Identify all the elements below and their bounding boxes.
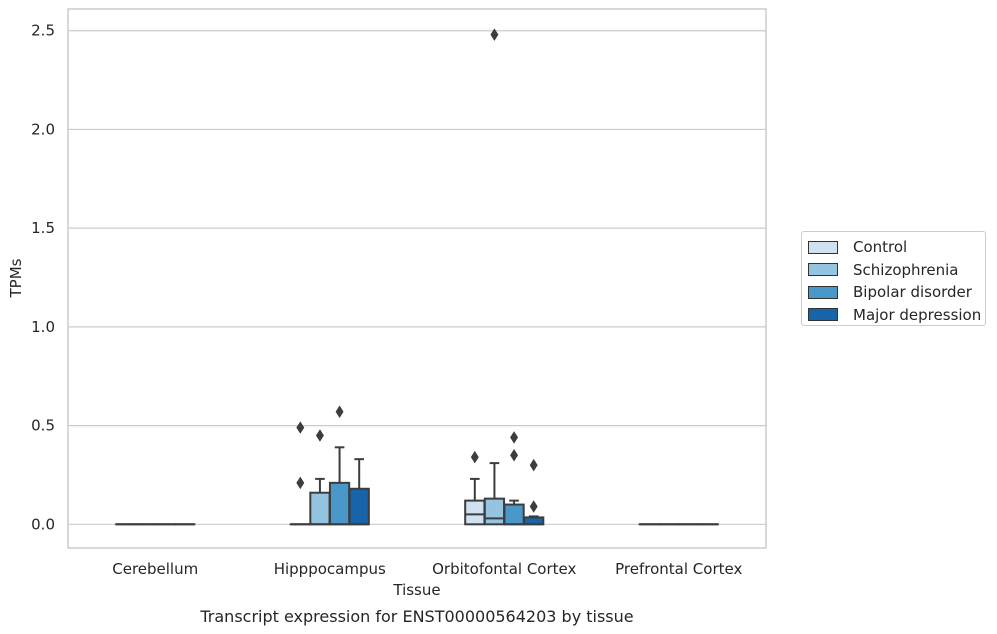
outlier-point: [296, 476, 305, 490]
chart-title: Transcript expression for ENST0000056420…: [199, 607, 633, 626]
outlier-point: [529, 500, 538, 513]
y-tick-label: 1.0: [31, 318, 55, 336]
y-tick-label: 0.5: [31, 417, 55, 435]
grid-lines: [68, 30, 766, 525]
y-tick-labels: 0.0 0.5 1.0 1.5 2.0 2.5: [31, 22, 55, 534]
box-3-2: [523, 458, 545, 526]
legend: Control Schizophrenia Bipolar disorder Majo…: [801, 231, 986, 326]
y-tick-label: 2.0: [31, 120, 55, 138]
y-axis-label: TPMs: [7, 258, 25, 298]
x-tick-label: Cerebellum: [112, 560, 198, 578]
x-axis-label: Tissue: [392, 581, 440, 599]
box-body: [483, 497, 506, 526]
outlier-point: [529, 458, 538, 472]
box-body: [328, 481, 351, 526]
box-body: [523, 516, 545, 526]
x-tick-label: Prefrontal Cortex: [615, 560, 742, 578]
outlier-point: [470, 450, 479, 464]
y-tick-label: 2.5: [31, 22, 55, 40]
legend-label: Control: [853, 238, 908, 257]
outlier-point: [490, 28, 499, 41]
legend-label: Bipolar disorder: [853, 283, 972, 302]
box-1-2: [483, 28, 506, 526]
x-tick-label: Hipppocampus: [274, 560, 386, 578]
legend-swatch: [808, 308, 838, 322]
legend-label: Major depression: [853, 305, 982, 324]
box-1-1: [309, 429, 331, 526]
legend-label: Schizophrenia: [853, 260, 959, 279]
x-tick-label: Orbitofontal Cortex: [432, 560, 576, 578]
legend-swatch: [808, 285, 838, 299]
outlier-point: [510, 431, 519, 444]
legend-item: Schizophrenia: [808, 259, 985, 282]
legend-item: Bipolar disorder: [808, 281, 985, 304]
x-tick-labels: Cerebellum Hipppocampus Orbitofontal Corte…: [112, 560, 742, 578]
box-2-1: [328, 405, 351, 526]
box-3-1: [348, 458, 370, 526]
y-tick-label: 1.5: [31, 219, 55, 237]
outlier-point: [335, 405, 344, 419]
y-tick-label: 0.0: [31, 515, 55, 533]
legend-swatch: [808, 263, 838, 277]
box-body: [348, 487, 370, 526]
legend-item: Control: [808, 236, 985, 259]
legend-swatch: [808, 240, 838, 254]
box-0-1: [289, 421, 311, 526]
box-body: [503, 503, 525, 526]
box-0-2: [464, 450, 486, 526]
legend-item: Major depression: [808, 304, 985, 327]
outlier-point: [510, 448, 519, 462]
box-body: [309, 491, 331, 526]
box-body: [464, 499, 486, 526]
plot-frame: [67, 8, 767, 549]
outlier-point: [315, 429, 324, 442]
box-layer: [115, 28, 719, 526]
box-2-2: [503, 431, 525, 526]
outlier-point: [296, 421, 305, 434]
